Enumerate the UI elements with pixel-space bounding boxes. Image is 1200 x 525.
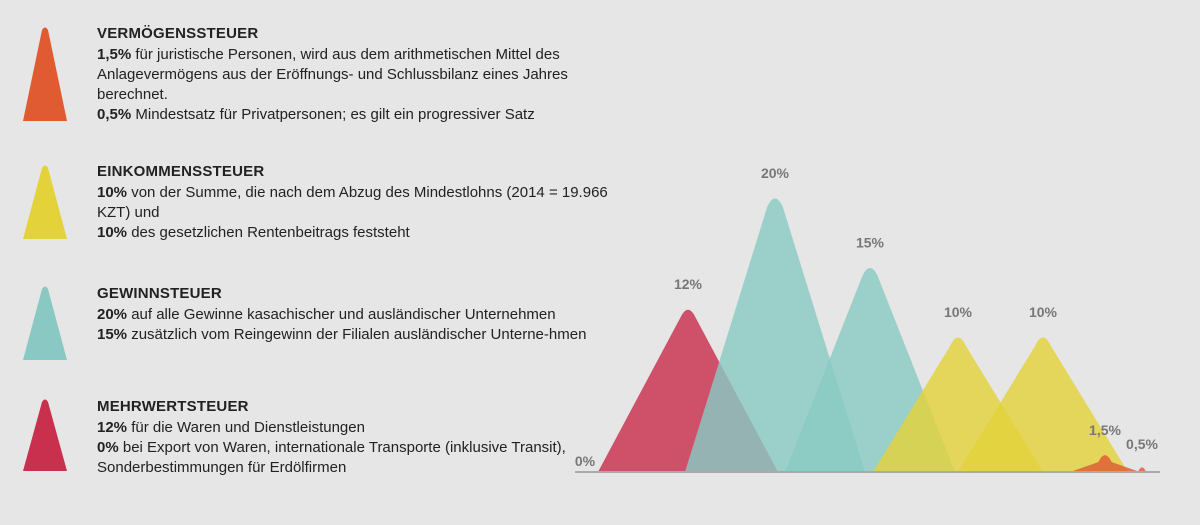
legend-line: 15% zusätzlich vom Reingewinn der Filial… — [97, 325, 617, 345]
legend-desc: für die Waren und Dienstleistungen — [127, 419, 365, 436]
legend-line: 12% für die Waren und Dienstleistungen — [97, 418, 617, 438]
legend-rate: 20% — [97, 306, 128, 323]
legend-icon-shape — [23, 286, 67, 360]
orange-triangle-icon — [23, 27, 67, 121]
legend-desc: bei Export von Waren, internationale Tra… — [97, 439, 566, 476]
legend-line: 0,5% Mindestsatz für Privatpersonen; es … — [97, 105, 617, 125]
legend-line: 20% auf alle Gewinne kasachischer und au… — [97, 305, 617, 325]
legend-line: 10% von der Summe, die nach dem Abzug de… — [97, 183, 617, 223]
peak-einkommen — [958, 337, 1128, 472]
peak-vermoegen — [1122, 467, 1162, 472]
peak-labels: 0% 12% 20% 15% 10% 10% 1,5% 0,5% — [575, 165, 1159, 469]
peak-value-label: 0% — [575, 453, 596, 469]
red-triangle-icon — [23, 399, 67, 471]
legend-desc: Mindestsatz für Privatpersonen; es gilt … — [131, 106, 535, 123]
legend-line: 1,5% für juristische Personen, wird aus … — [97, 45, 617, 105]
teal-triangle-icon — [23, 286, 67, 360]
yellow-triangle-icon — [23, 165, 67, 239]
legend-icon-shape — [23, 27, 67, 121]
peak-value-label: 10% — [944, 304, 973, 320]
peak-value-label: 15% — [856, 235, 885, 251]
peak-shapes — [598, 198, 1162, 473]
legend-icon-shape — [23, 399, 67, 471]
legend-rate: 10% — [97, 224, 128, 241]
legend-desc: zusätzlich vom Reingewinn der Filialen a… — [127, 326, 587, 343]
peak-value-label: 1,5% — [1089, 422, 1121, 438]
peak-vermoegen — [1070, 455, 1140, 472]
legend-rate: 12% — [97, 419, 128, 436]
legend-desc: auf alle Gewinne kasachischer und auslän… — [127, 306, 556, 323]
legend-title: VERMÖGENSSTEUER — [97, 25, 259, 42]
legend-desc: des gesetzlichen Rentenbeitrags feststeh… — [127, 224, 410, 241]
legend-title: EINKOMMENSSTEUER — [97, 163, 265, 180]
legend-title: GEWINNSTEUER — [97, 285, 222, 302]
peak-value-label: 0,5% — [1126, 436, 1158, 452]
peak-value-label: 12% — [674, 276, 703, 292]
legend-rate: 1,5% — [97, 46, 132, 63]
legend-line: 10% des gesetzlichen Rentenbeitrags fest… — [97, 223, 617, 243]
legend-title: MEHRWERTSTEUER — [97, 398, 249, 415]
legend-rate: 15% — [97, 326, 128, 343]
peak-value-label: 20% — [761, 165, 790, 181]
legend-rate: 0,5% — [97, 106, 132, 123]
legend-rate: 0% — [97, 439, 119, 456]
legend-line: 0% bei Export von Waren, internationale … — [97, 438, 617, 478]
legend-desc: für juristische Personen, wird aus dem a… — [97, 46, 568, 103]
legend-desc: von der Summe, die nach dem Abzug des Mi… — [97, 184, 608, 221]
legend-icon-shape — [23, 165, 67, 239]
legend-rate: 10% — [97, 184, 128, 201]
peak-value-label: 10% — [1029, 304, 1058, 320]
